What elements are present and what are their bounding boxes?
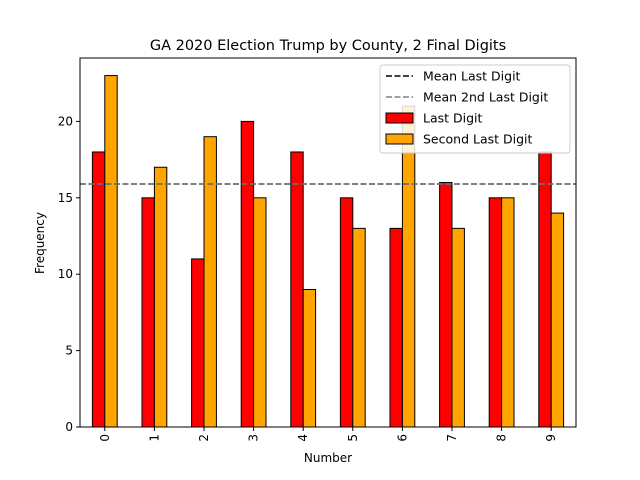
legend-entry-label: Second Last Digit (423, 132, 532, 147)
x-tick-label: 6 (395, 434, 409, 442)
legend-patch-swatch (385, 133, 414, 145)
legend-box (379, 64, 571, 154)
x-tick-label: 2 (197, 434, 211, 442)
y-tick-label: 20 (58, 114, 73, 128)
bar-last-digit-9 (538, 151, 552, 428)
x-tick-label: 1 (147, 434, 161, 442)
legend: Mean Last Digit Mean 2nd Last Digit Last D… (379, 64, 571, 154)
bar-last-digit-7 (439, 182, 453, 428)
plot-frame (79, 57, 577, 428)
y-tick-label: 5 (65, 344, 73, 358)
bar-second-last-digit-8 (501, 197, 515, 428)
legend-entry-label: Mean 2nd Last Digit (423, 90, 548, 105)
legend-entry-label: Last Digit (423, 111, 483, 126)
bar-second-last-digit-7 (451, 227, 465, 428)
chart-title: GA 2020 Election Trump by County, 2 Fina… (150, 38, 506, 54)
x-tick-label: 3 (247, 434, 261, 442)
bar-last-digit-8 (488, 197, 503, 428)
bar-second-last-digit-0 (104, 75, 118, 428)
x-tick-label: 5 (346, 434, 360, 442)
bar-last-digit-0 (91, 151, 106, 428)
bar-second-last-digit-6 (401, 105, 416, 428)
y-axis-label: Frequency (33, 212, 47, 274)
bar-second-last-digit-1 (153, 166, 168, 428)
y-tick-label: 10 (58, 267, 73, 281)
x-tick-label: 8 (495, 434, 509, 442)
bar-last-digit-6 (389, 227, 403, 428)
bar-second-last-digit-4 (302, 288, 317, 428)
legend-patch-swatch (385, 112, 414, 124)
y-tick-label: 0 (65, 420, 73, 434)
x-tick-label: 7 (445, 434, 459, 442)
y-tick-label: 15 (58, 191, 73, 205)
bar-second-last-digit-5 (352, 227, 366, 428)
x-axis-label: Number (304, 451, 352, 465)
bar-last-digit-1 (141, 197, 155, 428)
x-tick-label: 4 (296, 434, 310, 442)
x-tick-label: 9 (544, 434, 558, 442)
bar-last-digit-2 (191, 258, 205, 428)
bar-second-last-digit-9 (550, 212, 565, 428)
bar-last-digit-3 (240, 120, 255, 428)
bar-second-last-digit-3 (253, 197, 267, 428)
bar-second-last-digit-2 (203, 136, 217, 428)
bar-last-digit-4 (290, 151, 304, 428)
x-tick-label: 0 (98, 434, 112, 442)
bar-last-digit-5 (339, 197, 354, 428)
legend-entry-label: Mean Last Digit (423, 69, 521, 84)
